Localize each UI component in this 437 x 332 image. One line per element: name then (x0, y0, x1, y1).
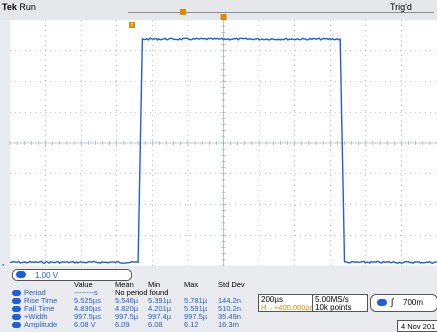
horizontal-readout[interactable]: 200µs H→+400.000µs (258, 294, 316, 312)
record-length: 10k points (315, 303, 352, 312)
trigger-source-tag (377, 299, 387, 306)
trigger-status: Trig'd (390, 2, 412, 12)
horizontal-position: H→+400.000µs (261, 303, 314, 312)
col-min: Min (148, 280, 161, 289)
col-mean: Mean (115, 280, 134, 289)
horizontal-scale: 200µs (261, 295, 283, 304)
rising-edge-icon: ∫ (391, 297, 394, 307)
brand-logo: Tek (2, 2, 17, 12)
col-max: Max (184, 280, 199, 289)
trigger-position-marker-label: T (130, 23, 133, 29)
measurement-row-rise-time[interactable]: Rise Time 5.525µs 5.546µ 5.391µ 5.781µ 1… (12, 296, 257, 305)
trigger-readout[interactable]: ∫ 700m (370, 294, 437, 312)
measurement-source-tag (12, 322, 21, 328)
record-window-marker[interactable] (180, 9, 186, 15)
trigger-level: 700m (403, 298, 424, 307)
measurement-row-amplitude[interactable]: Amplitude 6.08 V 6.09 6.08 6.12 16.3m (12, 320, 257, 329)
col-value: Value (74, 280, 93, 289)
status-bar: Tek Run Trig'd (0, 0, 437, 20)
acquisition-status: Run (19, 2, 36, 12)
measurement-table: Value Mean Min Max Std Dev Period ------… (12, 280, 257, 329)
measurement-source-tag (12, 290, 21, 296)
brand-label: Tek Run (2, 2, 36, 12)
date-readout: 4 Nov 201 (397, 320, 437, 332)
position-markers: T (129, 9, 227, 29)
trigger-position-marker[interactable] (129, 22, 135, 28)
measurement-source-tag (12, 298, 21, 304)
acquisition-readout[interactable]: 5.00MS/s 10k points (312, 294, 368, 312)
channel-1-scale: 1.00 V (35, 271, 59, 280)
measurement-source-tag (12, 314, 21, 320)
record-view-bar (128, 12, 434, 13)
sample-rate: 5.00MS/s (315, 295, 349, 304)
date-text: 4 Nov 201 (401, 322, 436, 331)
horizontal-position-marker[interactable] (220, 14, 227, 20)
measurement-row-fall-time[interactable]: Fall Time 4.830µs 4.820µ 4.201µ 5.591µ 5… (12, 304, 257, 313)
measurement-row-period[interactable]: Period --------s No period found (12, 288, 257, 297)
col-stddev: Std Dev (218, 280, 245, 289)
measurement-source-tag (12, 306, 21, 312)
channel-1-tag (16, 271, 26, 278)
graticule-grid (9, 19, 437, 267)
waveform-trace (9, 37, 437, 265)
measurement-row-positive-width[interactable]: +Width 997.5µs 997.5µ 997.4µ 997.5µ 35.4… (12, 312, 257, 321)
channel-1-readout[interactable]: 1.00 V (12, 269, 132, 281)
